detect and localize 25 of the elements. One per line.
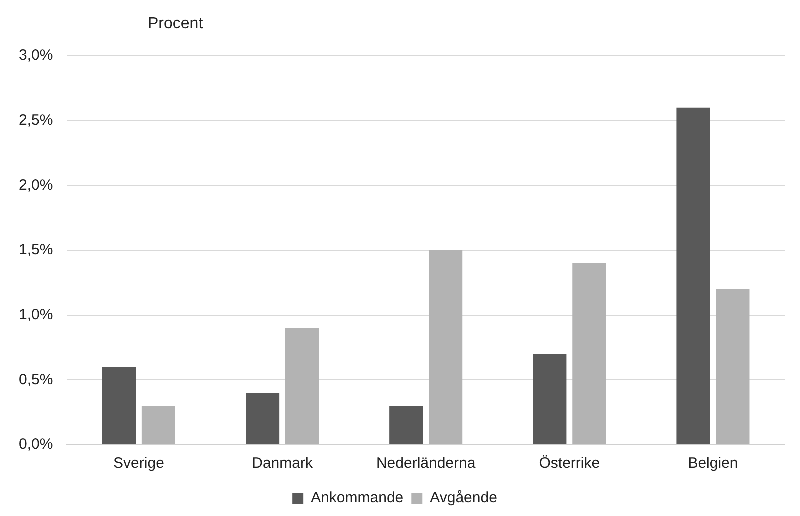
y-tick-label: 2,5% [18,112,54,129]
bar [533,354,567,444]
legend-label: Ankommande [311,490,404,507]
y-axis-title: Procent [148,15,204,32]
bar [390,406,424,444]
y-tick-label: 3,0% [18,47,54,64]
bar [102,367,136,444]
bar [142,406,176,444]
x-tick-label: Sverige [114,455,164,472]
legend-label: Avgående [430,490,498,507]
y-tick-label: 2,0% [18,176,54,194]
x-tick-label: Nederländerna [376,455,476,472]
bar [572,263,606,444]
bar [285,328,320,444]
y-tick-label: 0,0% [18,436,54,454]
x-tick-label: Belgien [688,455,738,472]
y-tick-label: 1,5% [18,242,54,259]
bar [429,250,463,444]
x-tick-label: Danmark [252,455,314,472]
bar [716,289,750,444]
bar [246,393,280,444]
y-tick-label: 1,0% [18,306,54,324]
x-tick-label: Österrike [539,455,600,472]
bar [676,108,710,444]
y-tick-label: 0,5% [18,371,54,388]
